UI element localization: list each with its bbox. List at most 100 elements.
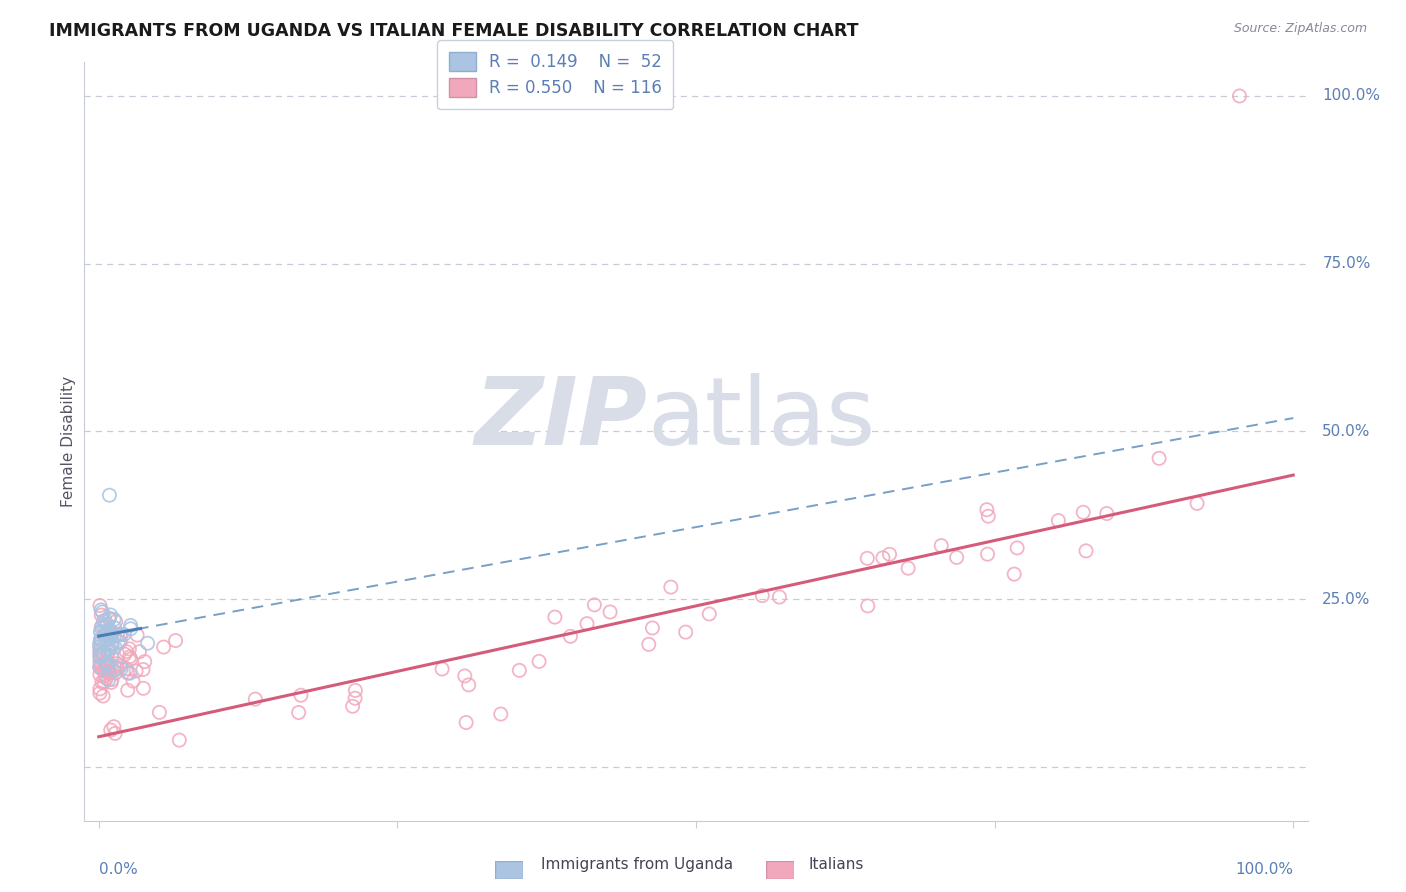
Text: IMMIGRANTS FROM UGANDA VS ITALIAN FEMALE DISABILITY CORRELATION CHART: IMMIGRANTS FROM UGANDA VS ITALIAN FEMALE… <box>49 22 859 40</box>
Point <box>91 605 114 619</box>
Point <box>107 634 129 648</box>
Point <box>96 636 118 650</box>
Point <box>103 612 125 626</box>
Point <box>100 631 122 645</box>
Text: 50.0%: 50.0% <box>1322 424 1371 439</box>
Point <box>856 551 879 566</box>
Point <box>104 726 127 740</box>
Point <box>97 645 120 659</box>
Point <box>122 674 145 689</box>
Point <box>977 509 1000 524</box>
Point <box>93 662 115 676</box>
Point <box>1005 541 1028 555</box>
Text: 25.0%: 25.0% <box>1322 591 1371 607</box>
Point <box>97 627 120 641</box>
Point <box>136 636 159 650</box>
Point <box>114 647 136 661</box>
Point <box>98 612 121 626</box>
Point <box>94 629 117 643</box>
Point <box>489 707 512 722</box>
Point <box>104 615 127 629</box>
Point <box>93 648 115 662</box>
Point <box>107 628 129 642</box>
Point <box>118 641 141 656</box>
Point <box>94 614 117 628</box>
Point <box>97 641 120 656</box>
Point <box>94 624 117 639</box>
Point <box>98 488 121 502</box>
Point <box>1002 567 1025 582</box>
Point <box>117 683 139 698</box>
Point <box>90 625 112 640</box>
Point <box>89 686 111 700</box>
Point <box>101 673 124 687</box>
Point <box>115 662 138 676</box>
Point <box>1071 505 1094 519</box>
Point <box>117 665 139 680</box>
Point <box>1229 89 1251 103</box>
Point <box>945 550 967 565</box>
Point <box>94 628 117 642</box>
Point <box>91 646 114 660</box>
Point <box>897 561 920 575</box>
Point <box>89 646 111 660</box>
Point <box>89 657 111 672</box>
Point <box>583 598 606 612</box>
Point <box>100 637 122 651</box>
Point <box>100 607 122 622</box>
Point <box>89 599 111 613</box>
Point <box>94 659 117 673</box>
Point <box>97 648 120 662</box>
Point <box>101 638 124 652</box>
Point <box>90 662 112 676</box>
Point <box>976 547 998 561</box>
Text: 75.0%: 75.0% <box>1322 256 1371 271</box>
Point <box>93 629 115 643</box>
Point <box>976 502 998 516</box>
Point <box>96 671 118 685</box>
Text: Italians: Italians <box>808 857 863 872</box>
Point <box>134 655 156 669</box>
Y-axis label: Female Disability: Female Disability <box>60 376 76 508</box>
Point <box>101 624 124 639</box>
Point <box>118 666 141 681</box>
Point <box>104 660 127 674</box>
Point <box>90 633 112 648</box>
Point <box>751 589 773 603</box>
Point <box>641 621 664 635</box>
Point <box>89 643 111 657</box>
Point <box>344 683 367 698</box>
Point <box>89 648 111 663</box>
Point <box>93 620 115 634</box>
Point <box>344 691 367 706</box>
Point <box>94 664 117 678</box>
Point <box>879 547 901 561</box>
Point <box>544 610 567 624</box>
Text: ZIP: ZIP <box>474 373 647 465</box>
Point <box>110 662 132 676</box>
Point <box>94 668 117 682</box>
Point <box>101 626 124 640</box>
Point <box>929 539 952 553</box>
Point <box>100 658 122 673</box>
Point <box>1147 451 1170 466</box>
Point <box>659 580 682 594</box>
Point <box>508 664 530 678</box>
Point <box>152 640 174 654</box>
Point <box>97 642 120 657</box>
Point <box>98 611 121 625</box>
Point <box>89 636 111 650</box>
Point <box>93 675 115 690</box>
Point <box>100 648 122 663</box>
Point <box>456 715 478 730</box>
Point <box>527 654 550 668</box>
Point <box>96 665 118 679</box>
Point <box>768 590 790 604</box>
Legend: R =  0.149    N =  52, R = 0.550    N = 116: R = 0.149 N = 52, R = 0.550 N = 116 <box>437 40 673 109</box>
Point <box>89 637 111 651</box>
Point <box>101 640 124 654</box>
Point <box>599 605 621 619</box>
Point <box>120 618 142 632</box>
Point <box>91 619 114 633</box>
Point <box>430 662 453 676</box>
